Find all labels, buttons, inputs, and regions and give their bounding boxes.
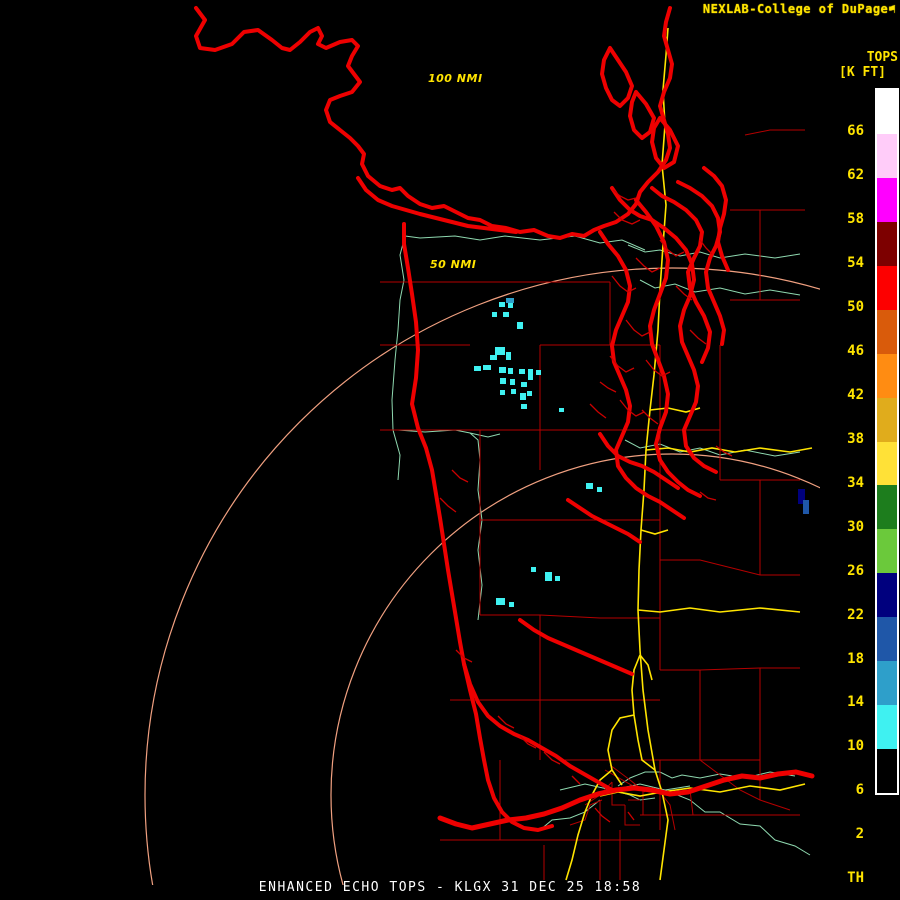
- scale-tick-labels: 66 62 58 54 50 46 42 38 34 30 26 22 18 14 10 6 2 TH: [810, 88, 872, 886]
- echo-cell: [506, 298, 514, 303]
- range-rings: [144, 267, 820, 885]
- range-ring-label-100nmi: 100 NMI: [428, 72, 483, 85]
- echo-cell: [559, 408, 564, 412]
- echo-cell: [509, 602, 514, 607]
- echo-cell: [521, 382, 527, 387]
- scale-tick-58: 58: [847, 211, 864, 228]
- scale-tick-18: 18: [847, 650, 864, 667]
- scale-swatch-54: [877, 221, 897, 266]
- echo-cell: [536, 370, 541, 375]
- scale-swatch-22: [877, 573, 897, 618]
- scale-tick-26: 26: [847, 562, 864, 579]
- coastlines-layer: [194, 6, 815, 832]
- scale-tick-14: 14: [847, 694, 864, 711]
- scale-tick-2: 2: [855, 826, 864, 843]
- echo-cell: [506, 352, 511, 360]
- range-ring-100nmi: [330, 453, 820, 885]
- scale-swatch-10: [877, 705, 897, 750]
- scale-tick-66: 66: [847, 123, 864, 140]
- echo-cell: [798, 489, 805, 504]
- scale-swatch-46: [877, 309, 897, 354]
- echo-cell: [520, 393, 526, 400]
- echo-cell: [586, 483, 593, 489]
- scale-swatch-42: [877, 353, 897, 398]
- scale-tick-10: 10: [847, 738, 864, 755]
- cod-logo-icon: ⚑: [888, 2, 896, 16]
- range-ring-50nmi: [144, 267, 820, 885]
- map-vector-layer: [144, 6, 820, 885]
- scale-swatch-34: [877, 441, 897, 486]
- scale-units-label: [K FT]: [839, 65, 886, 80]
- scale-tick-22: 22: [847, 606, 864, 623]
- echo-cell: [496, 598, 505, 605]
- branding-text: NEXLAB-College of DuPage: [702, 2, 889, 16]
- echo-cell: [499, 367, 506, 373]
- scale-tick-6: 6: [855, 782, 864, 799]
- radar-map-canvas[interactable]: 100 NMI 50 NMI: [0, 0, 820, 885]
- echo-cell: [508, 368, 513, 374]
- echo-cell: [508, 303, 513, 308]
- scale-tick-38: 38: [847, 430, 864, 447]
- inland-water-detail: [439, 189, 733, 823]
- echo-cell: [474, 366, 481, 371]
- echo-tops-data-layer: [474, 298, 809, 607]
- scale-swatch-14: [877, 661, 897, 706]
- color-scale-legend: TOPS [K FT] 66 62 58 54 50 46 42 38 34 30 26 22 18 14…: [810, 50, 900, 886]
- scale-tick-62: 62: [847, 167, 864, 184]
- echo-cell: [483, 365, 491, 370]
- rivers-layer: [391, 235, 811, 856]
- scale-swatch-38: [877, 397, 897, 442]
- scale-swatch-62: [877, 133, 897, 178]
- echo-cell: [555, 576, 560, 581]
- scale-swatch-30: [877, 485, 897, 530]
- scale-tick-50: 50: [847, 299, 864, 316]
- echo-cell: [503, 312, 509, 317]
- echo-cell: [521, 404, 527, 409]
- range-ring-label-50nmi: 50 NMI: [430, 258, 477, 271]
- scale-tick-46: 46: [847, 342, 864, 359]
- echo-cell: [803, 500, 809, 514]
- echo-cell: [510, 379, 515, 385]
- color-scale-bar[interactable]: [875, 88, 899, 795]
- echo-cell: [499, 302, 505, 307]
- scale-title: TOPS: [866, 50, 898, 65]
- echo-cell: [517, 322, 523, 329]
- scale-tick-TH: TH: [847, 870, 864, 887]
- echo-cell: [597, 487, 602, 492]
- scale-swatch-50: [877, 265, 897, 310]
- scale-tick-42: 42: [847, 386, 864, 403]
- echo-cell: [527, 391, 532, 396]
- product-caption: ENHANCED ECHO TOPS - KLGX 31 DEC 25 18:5…: [258, 880, 642, 895]
- echo-cell: [519, 369, 525, 374]
- scale-swatch-58: [877, 177, 897, 222]
- scale-tick-54: 54: [847, 255, 864, 272]
- echo-cell: [545, 572, 552, 581]
- scale-swatch-26: [877, 529, 897, 574]
- scale-swatch-6: [877, 749, 897, 793]
- echo-cell: [500, 378, 506, 384]
- echo-cell: [490, 355, 497, 360]
- echo-cell: [511, 389, 516, 394]
- scale-tick-34: 34: [847, 474, 864, 491]
- branding-label: NEXLAB-College of DuPage⚑: [703, 2, 896, 16]
- echo-cell: [528, 369, 533, 380]
- scale-tick-30: 30: [847, 518, 864, 535]
- echo-cell: [492, 312, 497, 317]
- scale-swatch-66+: [877, 90, 897, 134]
- scale-swatch-18: [877, 617, 897, 662]
- echo-cell: [531, 567, 536, 572]
- echo-cell: [495, 347, 505, 355]
- echo-cell: [500, 390, 505, 395]
